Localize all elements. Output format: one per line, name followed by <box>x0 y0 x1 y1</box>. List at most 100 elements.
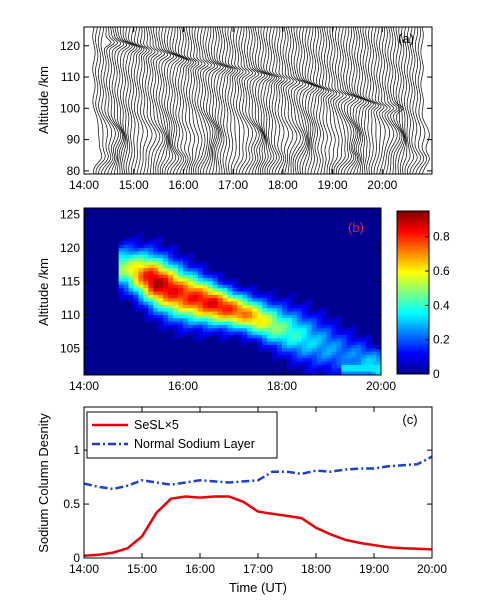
heatmap-cell <box>346 351 352 356</box>
heatmap-cell <box>222 281 229 286</box>
heatmap-cell <box>371 368 377 373</box>
panel-c-series <box>84 455 432 558</box>
density-profile <box>348 27 360 174</box>
density-profile <box>282 27 294 174</box>
density-profile <box>210 27 221 174</box>
heatmap-cell <box>286 331 293 336</box>
heatmap-cell <box>272 318 278 323</box>
heatmap-cell <box>192 261 199 266</box>
density-profile <box>144 27 157 174</box>
heatmap-cell <box>217 324 224 329</box>
density-profile <box>307 27 318 174</box>
heatmap-cell <box>173 258 179 263</box>
heatmap-cell <box>351 371 357 375</box>
heatmap-cell <box>183 261 189 266</box>
density-profile <box>279 27 289 174</box>
heatmap-cell <box>222 308 229 313</box>
heatmap-cell <box>316 351 323 356</box>
heatmap-cell <box>148 298 154 303</box>
density-profile <box>296 27 308 174</box>
heatmap-cell <box>296 324 303 329</box>
heatmap-cell <box>252 314 258 319</box>
heatmap-cell <box>267 331 273 336</box>
density-profile <box>122 27 133 174</box>
heatmap-cell <box>158 284 164 289</box>
heatmap-cell <box>133 238 140 242</box>
heatmap-cell <box>336 368 342 373</box>
heatmap-cell <box>118 254 125 259</box>
heatmap-cell <box>217 288 224 293</box>
heatmap-cell <box>272 331 278 336</box>
heatmap-cell <box>301 314 308 319</box>
heatmap-cell <box>351 348 357 353</box>
heatmap-cell <box>148 238 154 242</box>
heatmap-cell <box>153 314 159 319</box>
heatmap-cell <box>178 288 184 293</box>
heatmap-cell <box>153 281 159 286</box>
heatmap-cell <box>232 328 239 333</box>
heatmap-cell <box>247 334 253 339</box>
density-profile <box>249 27 262 174</box>
heatmap-cell <box>227 334 234 339</box>
heatmap-cell <box>331 341 338 346</box>
heatmap-cell <box>128 271 135 276</box>
heatmap-cell <box>148 271 154 276</box>
density-profile <box>136 27 145 174</box>
heatmap-cell <box>227 308 234 313</box>
heatmap-cell <box>222 328 229 333</box>
heatmap-cell <box>237 321 243 326</box>
heatmap-cell <box>187 271 194 276</box>
heatmap-cell <box>351 358 357 363</box>
colorbar-tick-label: 0.6 <box>433 264 450 278</box>
heatmap-cell <box>242 324 248 329</box>
heatmap-cell <box>207 271 214 276</box>
heatmap-cell <box>163 284 169 289</box>
density-profile <box>340 27 352 174</box>
heatmap-cell <box>282 328 288 333</box>
heatmap-cell <box>361 354 367 359</box>
heatmap-cell <box>232 281 239 286</box>
heatmap-cell <box>178 321 184 326</box>
heatmap-cell <box>217 298 224 303</box>
heatmap-cell <box>217 304 224 309</box>
legend-normal-label: Normal Sodium Layer <box>134 437 255 451</box>
heatmap-cell <box>272 291 278 296</box>
heatmap-cell <box>133 271 140 276</box>
heatmap-cell <box>192 288 199 293</box>
heatmap-cell <box>326 354 333 359</box>
heatmap-cell <box>356 344 362 349</box>
heatmap-cell <box>356 341 362 346</box>
heatmap-cell <box>178 334 184 339</box>
heatmap-cell <box>138 244 144 249</box>
heatmap-cell <box>143 274 149 279</box>
heatmap-cell <box>361 368 367 373</box>
heatmap-cell <box>158 241 164 246</box>
heatmap-cell <box>267 321 273 326</box>
heatmap-cell <box>306 364 313 369</box>
heatmap-cell <box>346 334 352 339</box>
heatmap-cell <box>148 288 154 293</box>
heatmap-cell <box>257 311 263 316</box>
panel-c-y-label: Sodium Column Desnity <box>36 413 51 553</box>
heatmap-cell <box>207 331 214 336</box>
heatmap-cell <box>311 348 318 353</box>
heatmap-cell <box>247 331 253 336</box>
heatmap-cell <box>272 348 278 353</box>
heatmap-cell <box>158 254 164 259</box>
heatmap-cell <box>326 344 333 349</box>
heatmap-cell <box>252 284 258 289</box>
heatmap-cell <box>311 358 318 363</box>
heatmap-cell <box>366 341 372 346</box>
heatmap-cell <box>296 348 303 353</box>
heatmap-cell <box>143 251 149 256</box>
heatmap-cell <box>282 334 288 339</box>
heatmap-cell <box>376 368 381 373</box>
heatmap-cell <box>187 274 194 279</box>
heatmap-cell <box>158 258 164 263</box>
heatmap-cell <box>341 364 347 369</box>
heatmap-cell <box>163 324 169 329</box>
heatmap-cell <box>321 371 328 375</box>
heatmap-cell <box>232 284 239 289</box>
heatmap-cell <box>346 338 352 343</box>
panel-c-x-tick-label: 17:00 <box>243 562 273 576</box>
